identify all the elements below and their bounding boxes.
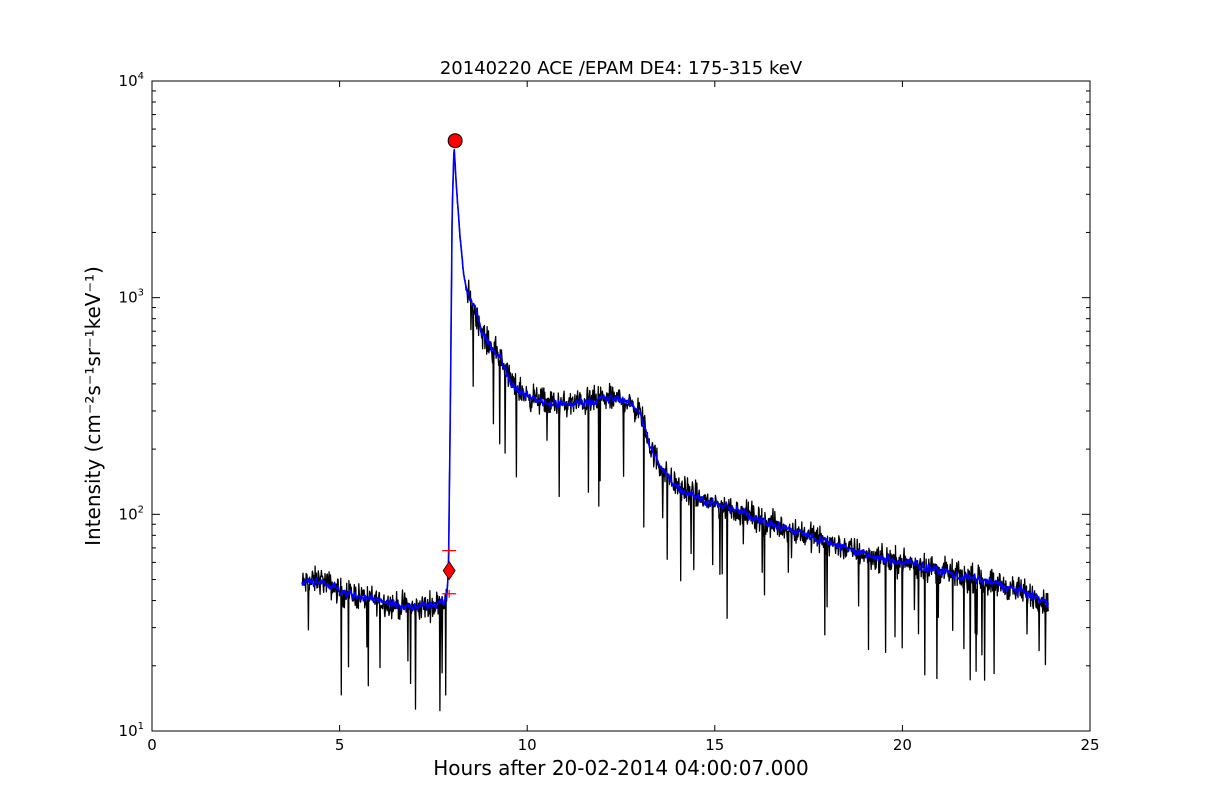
y-tick-label: 103 xyxy=(119,288,144,307)
y-tick-label: 101 xyxy=(119,721,144,740)
error-marker xyxy=(442,589,457,598)
peak-marker xyxy=(447,133,463,149)
x-tick-label: 5 xyxy=(335,736,345,754)
x-tick-label: 10 xyxy=(518,736,537,754)
series-line xyxy=(301,148,1049,612)
error-marker xyxy=(442,546,457,555)
onset-marker xyxy=(442,560,456,581)
y-axis-label: Intensity (cm⁻²s⁻¹sr⁻¹keV⁻¹) xyxy=(81,266,105,546)
y-tick-label: 104 xyxy=(119,71,144,90)
plot-frame xyxy=(151,80,1091,732)
x-tick-label: 15 xyxy=(705,736,724,754)
x-tick-label: 20 xyxy=(893,736,912,754)
x-tick-label: 0 xyxy=(147,736,157,754)
y-tick-label: 102 xyxy=(119,504,144,523)
series-line xyxy=(301,149,1050,712)
x-axis-label: Hours after 20-02-2014 04:00:07.000 xyxy=(433,756,809,780)
chart-title: 20140220 ACE /EPAM DE4: 175-315 keV xyxy=(440,58,803,79)
x-tick-label: 25 xyxy=(1080,736,1099,754)
